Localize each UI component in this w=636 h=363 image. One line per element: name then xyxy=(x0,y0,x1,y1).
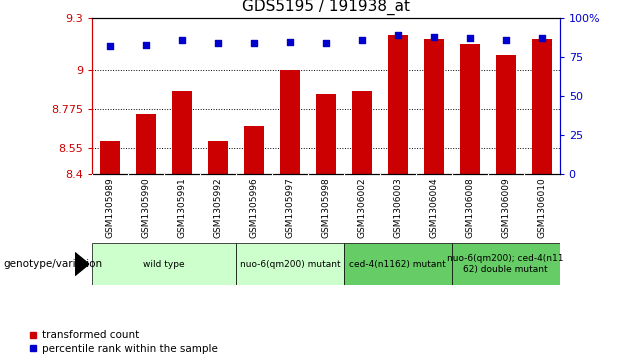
Point xyxy=(285,39,295,45)
Text: ced-4(n1162) mutant: ced-4(n1162) mutant xyxy=(350,260,446,269)
Bar xyxy=(344,243,452,285)
Bar xyxy=(388,36,408,174)
Bar xyxy=(100,141,120,174)
Text: wild type: wild type xyxy=(143,260,185,269)
Point xyxy=(357,37,367,43)
Bar xyxy=(452,243,560,285)
Point xyxy=(501,37,511,43)
Point xyxy=(465,36,475,41)
Bar xyxy=(280,70,300,174)
Legend: transformed count, percentile rank within the sample: transformed count, percentile rank withi… xyxy=(24,326,222,358)
Title: GDS5195 / 191938_at: GDS5195 / 191938_at xyxy=(242,0,410,15)
Text: GSM1305991: GSM1305991 xyxy=(177,178,186,238)
Point xyxy=(141,42,151,48)
Point xyxy=(321,40,331,46)
Point xyxy=(537,36,547,41)
Polygon shape xyxy=(75,253,89,276)
Text: GSM1306004: GSM1306004 xyxy=(429,178,438,238)
Text: GSM1305989: GSM1305989 xyxy=(106,178,114,238)
Text: GSM1305996: GSM1305996 xyxy=(249,178,258,238)
Bar xyxy=(136,114,156,174)
Text: GSM1306008: GSM1306008 xyxy=(466,178,474,238)
Text: genotype/variation: genotype/variation xyxy=(3,259,102,269)
Text: nuo-6(qm200) mutant: nuo-6(qm200) mutant xyxy=(240,260,340,269)
Text: GSM1306009: GSM1306009 xyxy=(501,178,510,238)
Bar xyxy=(92,243,236,285)
Bar xyxy=(532,39,551,174)
Bar xyxy=(172,91,192,174)
Text: GSM1305998: GSM1305998 xyxy=(321,178,331,238)
Bar xyxy=(496,54,516,174)
Text: nuo-6(qm200); ced-4(n11
62) double mutant: nuo-6(qm200); ced-4(n11 62) double mutan… xyxy=(448,254,564,274)
Bar xyxy=(424,39,444,174)
Point xyxy=(249,40,259,46)
Bar xyxy=(316,94,336,174)
Text: GSM1306002: GSM1306002 xyxy=(357,178,366,238)
Text: GSM1306010: GSM1306010 xyxy=(537,178,546,238)
Text: GSM1305997: GSM1305997 xyxy=(286,178,294,238)
Point xyxy=(393,32,403,38)
Point xyxy=(213,40,223,46)
Text: GSM1305990: GSM1305990 xyxy=(142,178,151,238)
Bar xyxy=(236,243,344,285)
Bar xyxy=(244,126,264,174)
Point xyxy=(429,34,439,40)
Text: GSM1305992: GSM1305992 xyxy=(214,178,223,238)
Bar xyxy=(460,44,480,174)
Bar xyxy=(352,91,372,174)
Point xyxy=(105,43,115,49)
Bar xyxy=(208,141,228,174)
Text: GSM1306003: GSM1306003 xyxy=(394,178,403,238)
Point xyxy=(177,37,187,43)
